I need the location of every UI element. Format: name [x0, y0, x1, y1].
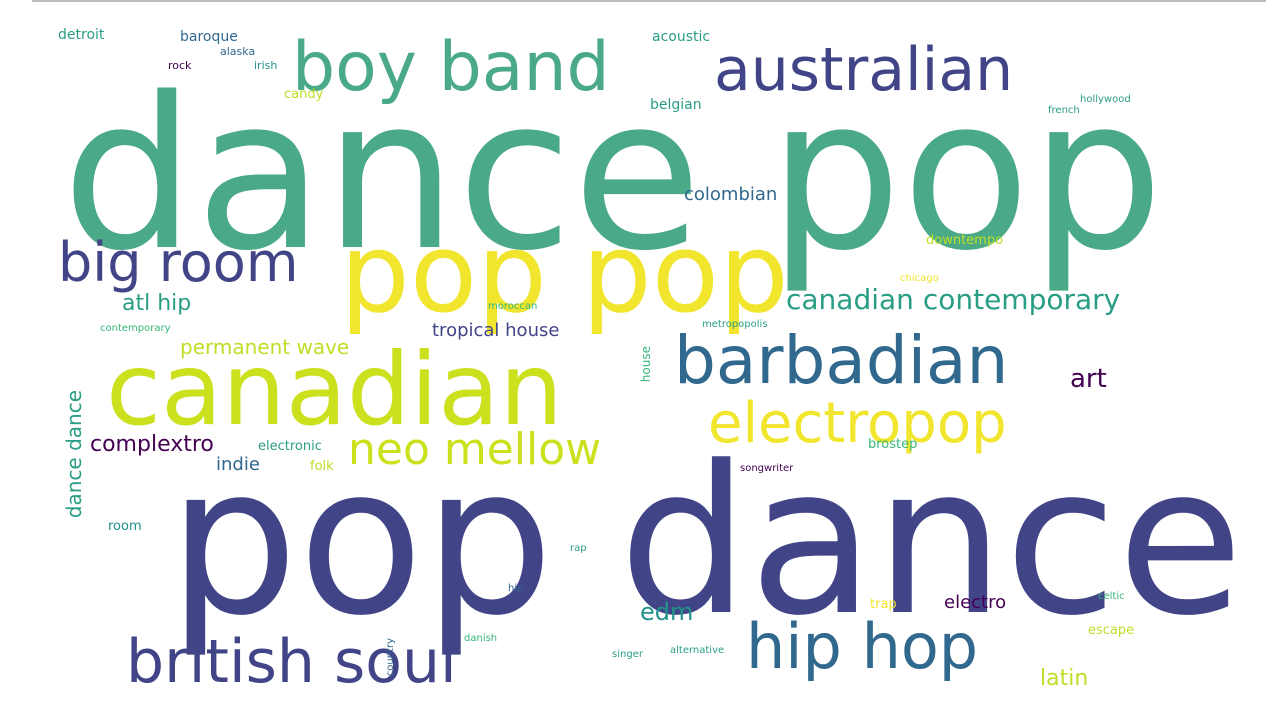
- word-big-room: big room: [58, 231, 299, 294]
- word-electropop: electropop: [708, 391, 1007, 456]
- word-candy: candy: [284, 87, 324, 102]
- word-pop-pop: pop pop: [340, 209, 789, 337]
- word-dance-pop: dance pop: [62, 52, 1164, 297]
- word-belgian: belgian: [650, 97, 702, 113]
- word-contemporary: contemporary: [100, 323, 171, 334]
- word-electronic: electronic: [258, 439, 322, 454]
- word-hollywood: hollywood: [1080, 94, 1131, 105]
- word-latin: latin: [1040, 666, 1089, 691]
- word-country: country: [385, 638, 396, 677]
- word-pop-dance: pop dance: [168, 423, 1244, 661]
- word-downtempo: downtempo: [926, 233, 1004, 248]
- word-barbadian: barbadian: [674, 322, 1009, 399]
- word-electro: electro: [944, 592, 1007, 613]
- word-songwriter: songwriter: [740, 463, 794, 474]
- word-detroit: detroit: [58, 27, 105, 43]
- word-escape: escape: [1088, 623, 1135, 638]
- word-alaska: alaska: [220, 45, 256, 58]
- word-british-soul: british soul: [126, 627, 457, 697]
- word-permanent-wave: permanent wave: [180, 335, 350, 359]
- word-rock: rock: [168, 59, 192, 72]
- word-neo-mellow: neo mellow: [348, 424, 602, 475]
- word-irish: irish: [254, 59, 278, 72]
- word-edm: edm: [640, 598, 694, 626]
- word-complextro: complextro: [90, 432, 214, 457]
- word-danish: danish: [464, 633, 498, 644]
- word-hip: hip: [508, 583, 524, 594]
- word-metropopolis: metropopolis: [702, 319, 768, 330]
- word-canadian: canadian: [106, 331, 563, 448]
- word-baroque: baroque: [180, 29, 238, 45]
- word-indie: indie: [216, 454, 260, 475]
- word-dance-dance: dance dance: [62, 390, 86, 519]
- word-trap: trap: [870, 597, 897, 612]
- word-australian: australian: [714, 35, 1014, 105]
- word-chicago: chicago: [900, 273, 939, 284]
- word-singer: singer: [612, 649, 643, 660]
- word-hip-hop: hip hop: [746, 610, 979, 683]
- word-brostep: brostep: [868, 437, 918, 452]
- word-colombian: colombian: [684, 184, 778, 205]
- word-folk: folk: [310, 459, 334, 474]
- cell-top-border: [32, 0, 1266, 2]
- word-atl-hip: atl hip: [122, 291, 192, 316]
- word-tropical-house: tropical house: [432, 320, 560, 341]
- word-canadian-contemporary: canadian contemporary: [786, 283, 1121, 316]
- word-celtic: celtic: [1098, 591, 1125, 602]
- word-room: room: [108, 519, 142, 534]
- word-rap: rap: [570, 543, 587, 554]
- word-boy-band: boy band: [292, 28, 610, 107]
- word-acoustic: acoustic: [652, 29, 711, 45]
- word-art: art: [1070, 364, 1107, 394]
- word-french: french: [1048, 105, 1080, 116]
- word-alternative: alternative: [670, 645, 725, 656]
- word-cloud: dance pop pop dance pop pop canadian boy…: [40, 10, 1243, 710]
- word-moroccan: moroccan: [488, 301, 538, 312]
- word-house: house: [639, 346, 653, 383]
